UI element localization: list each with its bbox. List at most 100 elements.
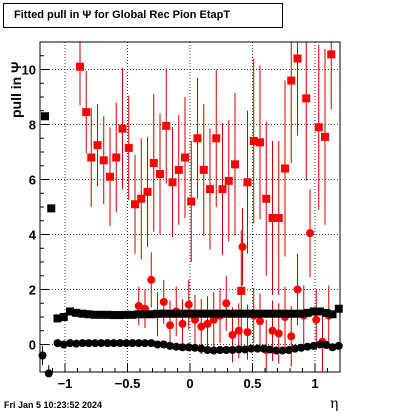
data-point-square: [249, 137, 258, 145]
data-point-square: [216, 309, 224, 318]
data-point-circle: [209, 346, 218, 355]
y-tick-label: 4: [29, 228, 37, 243]
data-point-circle: [178, 319, 187, 328]
data-point-circle: [44, 369, 53, 378]
data-point-square: [322, 308, 331, 317]
data-point-square: [87, 153, 96, 162]
data-point-square: [231, 160, 239, 169]
data-point-circle: [278, 346, 287, 355]
data-point-square: [199, 165, 208, 174]
data-point-circle: [66, 339, 74, 348]
data-point-square: [118, 124, 127, 133]
data-point-square: [41, 112, 49, 121]
data-point-square: [72, 308, 81, 317]
data-point-circle: [306, 229, 314, 238]
data-point-square: [234, 309, 243, 318]
data-point-square: [291, 309, 299, 318]
data-point-square: [112, 153, 121, 162]
data-point-circle: [328, 343, 337, 352]
x-tick-label: −1: [58, 376, 73, 391]
data-point-square: [76, 62, 84, 71]
data-point-square: [281, 164, 289, 173]
data-point-square: [53, 314, 62, 323]
data-point-square: [314, 123, 323, 132]
data-point-circle: [274, 329, 283, 338]
data-point-square: [243, 178, 252, 187]
data-point-square: [178, 309, 187, 318]
data-point-circle: [159, 340, 168, 349]
data-point-square: [109, 311, 118, 320]
data-point-square: [193, 134, 202, 143]
data-point-circle: [312, 315, 321, 324]
data-markers: [38, 50, 343, 378]
data-point-square: [124, 143, 133, 152]
data-point-circle: [268, 326, 277, 335]
data-point-square: [131, 200, 139, 209]
x-axis-label: η: [330, 396, 339, 412]
data-point-square: [303, 308, 312, 317]
data-point-circle: [222, 346, 231, 354]
data-point-circle: [253, 344, 262, 353]
data-point-square: [222, 309, 231, 318]
data-point-circle: [238, 242, 247, 251]
data-point-circle: [266, 345, 274, 354]
data-point-square: [321, 132, 329, 141]
data-point-circle: [284, 346, 293, 354]
data-point-circle: [184, 343, 193, 352]
data-point-square: [106, 172, 114, 181]
x-tick-label: −0.5: [115, 376, 141, 391]
data-point-circle: [197, 322, 206, 331]
data-point-circle: [322, 341, 331, 350]
data-point-square: [143, 187, 152, 196]
data-point-square: [137, 194, 146, 203]
data-point-circle: [243, 328, 252, 337]
data-point-square: [93, 141, 102, 150]
y-tick-label: 2: [29, 283, 36, 298]
data-point-square: [134, 310, 143, 319]
y-tick-label: 0: [29, 338, 36, 353]
data-point-circle: [147, 339, 156, 348]
data-point-square: [59, 313, 68, 321]
data-point-circle: [256, 317, 264, 326]
data-point-square: [197, 309, 206, 318]
data-point-square: [328, 310, 337, 319]
data-point-square: [97, 310, 106, 319]
data-point-circle: [116, 339, 124, 348]
data-point-square: [334, 304, 343, 313]
data-point-circle: [59, 340, 68, 349]
data-point-square: [47, 204, 56, 213]
data-point-square: [278, 309, 287, 318]
data-point-circle: [141, 339, 149, 348]
data-point-square: [268, 214, 277, 222]
x-tick-label: 0: [186, 376, 193, 391]
data-point-square: [241, 309, 249, 318]
data-point-circle: [84, 339, 93, 348]
data-point-square: [309, 307, 318, 316]
data-point-circle: [103, 339, 112, 348]
grid: [40, 42, 340, 372]
data-point-square: [174, 165, 183, 174]
data-point-square: [253, 309, 262, 318]
data-point-circle: [122, 339, 131, 348]
data-point-square: [272, 309, 281, 318]
data-point-square: [103, 310, 112, 319]
data-point-circle: [53, 339, 62, 348]
data-point-square: [218, 185, 227, 194]
data-point-circle: [334, 341, 343, 350]
data-point-circle: [134, 302, 143, 310]
data-point-square: [206, 185, 214, 194]
data-point-circle: [97, 339, 106, 348]
data-point-circle: [203, 346, 212, 354]
data-point-circle: [178, 343, 187, 352]
data-point-square: [284, 309, 293, 318]
data-point-circle: [159, 297, 168, 306]
data-point-square: [247, 309, 256, 318]
y-tick-label: 8: [29, 118, 36, 133]
data-point-circle: [191, 343, 199, 352]
data-point-circle: [109, 339, 118, 348]
data-point-circle: [197, 344, 206, 353]
data-point-square: [203, 309, 212, 318]
y-axis-label: pull in Ψ: [8, 61, 24, 118]
